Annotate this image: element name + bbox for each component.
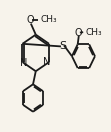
Text: N: N	[20, 58, 28, 68]
Text: CH₃: CH₃	[86, 28, 103, 37]
Text: CH₃: CH₃	[40, 15, 57, 24]
Text: O: O	[27, 15, 34, 25]
Text: O: O	[75, 28, 83, 38]
Text: S: S	[59, 41, 66, 51]
Text: N: N	[43, 57, 50, 67]
